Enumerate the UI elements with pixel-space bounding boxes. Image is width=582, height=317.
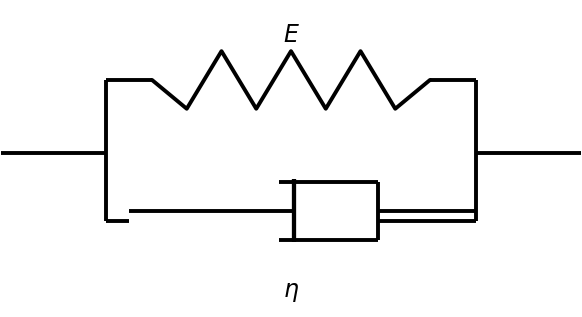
Text: $E$: $E$ [283, 24, 299, 47]
Text: $\eta$: $\eta$ [283, 281, 299, 304]
